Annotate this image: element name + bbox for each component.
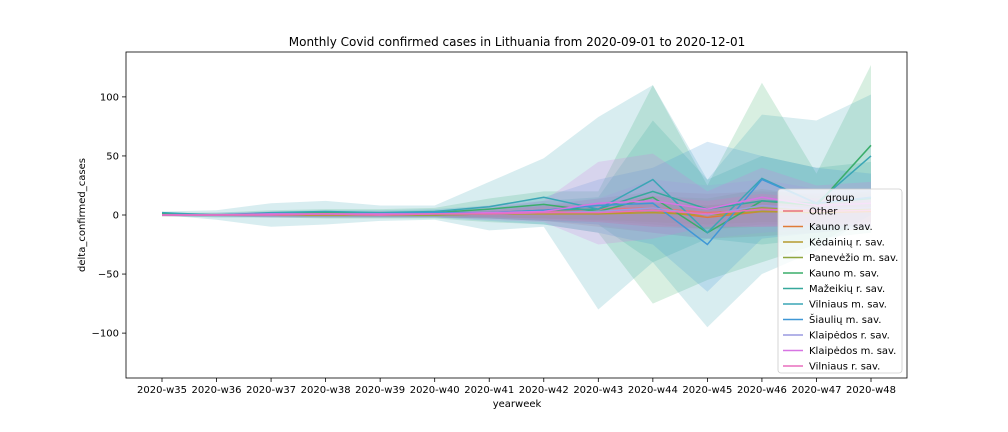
y-tick-label: −50 — [98, 270, 119, 281]
x-tick-label: 2020-w37 — [246, 385, 296, 396]
legend: group Other Kauno r. sav. Kėdainių r. sav.… — [777, 188, 903, 374]
x-tick-label: 2020-w40 — [410, 385, 460, 396]
confidence-band — [162, 120, 871, 263]
x-tick-label: 2020-w41 — [464, 385, 514, 396]
confidence-bands — [162, 64, 871, 328]
x-tick-label: 2020-w47 — [791, 385, 841, 396]
legend-label: Panevėžio m. sav. — [809, 252, 898, 264]
series-line — [162, 208, 872, 216]
x-tick-label: 2020-w45 — [682, 385, 732, 396]
x-tick-label: 2020-w39 — [355, 385, 405, 396]
x-axis-label: yearweek — [493, 399, 542, 410]
legend-label: Kėdainių r. sav. — [809, 238, 885, 249]
legend-label: Mažeikių r. sav. — [809, 283, 885, 295]
x-tick-label: 2020-w38 — [301, 385, 351, 396]
series-line — [162, 196, 872, 216]
legend-title: group — [825, 193, 854, 204]
y-tick-label: −100 — [92, 329, 119, 340]
legend-label: Kauno r. sav. — [809, 222, 873, 233]
y-axis-ticks: −100 −50 0 50 100 — [92, 92, 126, 340]
plot-area-frame — [125, 51, 908, 379]
x-tick-label: 2020-w36 — [192, 385, 242, 396]
legend-label: Klaipėdos m. sav. — [809, 346, 896, 357]
legend-label: Vilniaus r. sav. — [809, 362, 880, 373]
y-tick-label: 0 — [113, 211, 119, 222]
y-tick-label: 50 — [106, 151, 119, 162]
legend-label: Klaipėdos r. sav. — [809, 331, 890, 342]
confidence-band — [162, 200, 871, 230]
legend-label: Vilniaus m. sav. — [809, 300, 887, 311]
legend-box — [777, 188, 903, 374]
x-axis-ticks: 2020-w35 2020-w36 2020-w37 2020-w38 2020-w39… — [137, 378, 896, 396]
legend-label: Kauno m. sav. — [809, 269, 879, 280]
confidence-band — [162, 191, 871, 239]
x-tick-label: 2020-w43 — [573, 385, 623, 396]
confidence-band — [162, 141, 871, 292]
series-line — [161, 155, 872, 234]
series-lines — [161, 144, 872, 246]
x-tick-label: 2020-w35 — [137, 385, 187, 396]
x-tick-label: 2020-w48 — [846, 385, 896, 396]
x-tick-label: 2020-w42 — [519, 385, 569, 396]
chart-title: Monthly Covid confirmed cases in Lithuan… — [289, 35, 745, 49]
x-tick-label: 2020-w46 — [737, 385, 787, 396]
legend-label: Šiaulių m. sav. — [809, 313, 881, 326]
legend-label: Other — [809, 207, 838, 218]
confidence-band — [162, 153, 871, 245]
y-axis-label: delta_confirmed_cases — [77, 158, 88, 272]
x-tick-label: 2020-w44 — [628, 385, 678, 396]
confidence-band — [162, 64, 871, 304]
y-tick-label: 100 — [100, 92, 119, 103]
legend-items: Other Kauno r. sav. Kėdainių r. sav. Panevė… — [783, 207, 898, 373]
